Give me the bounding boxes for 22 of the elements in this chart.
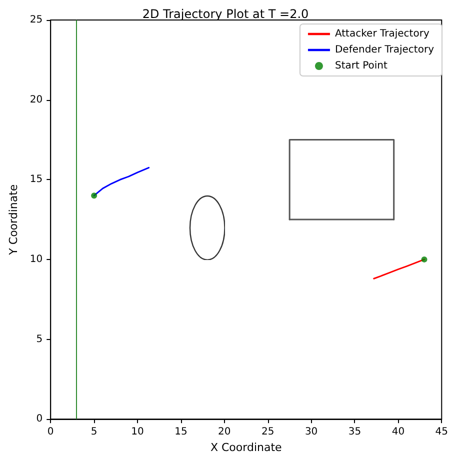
x-tick-label: 45 xyxy=(435,426,448,438)
y-tick-label: 5 xyxy=(36,334,43,345)
x-tick-label: 20 xyxy=(218,426,231,438)
x-tick-label: 5 xyxy=(90,426,98,438)
y-tick-label: 20 xyxy=(30,94,43,106)
x-tick-label: 35 xyxy=(348,426,362,438)
x-tick-label: 25 xyxy=(261,426,274,438)
x-axis-title: X Coordinate xyxy=(210,441,282,454)
x-tick-label: 40 xyxy=(392,426,405,438)
chart-title: 2D Trajectory Plot at T =2.0 xyxy=(142,7,309,21)
x-tick-label: 10 xyxy=(131,426,144,438)
legend-label: Start Point xyxy=(334,60,388,72)
x-tick-label: 15 xyxy=(174,426,188,438)
y-tick-label: 0 xyxy=(36,414,43,425)
x-tick-label: 0 xyxy=(47,426,54,438)
legend-label: Defender Trajectory xyxy=(334,44,434,56)
y-tick-label: 25 xyxy=(30,14,43,26)
y-tick-label: 10 xyxy=(30,254,43,265)
y-tick-label: 15 xyxy=(30,174,43,186)
legend-label: Attacker Trajectory xyxy=(334,28,430,40)
x-tick-label: 30 xyxy=(304,426,318,438)
y-axis-title: Y Coordinate xyxy=(7,184,20,256)
